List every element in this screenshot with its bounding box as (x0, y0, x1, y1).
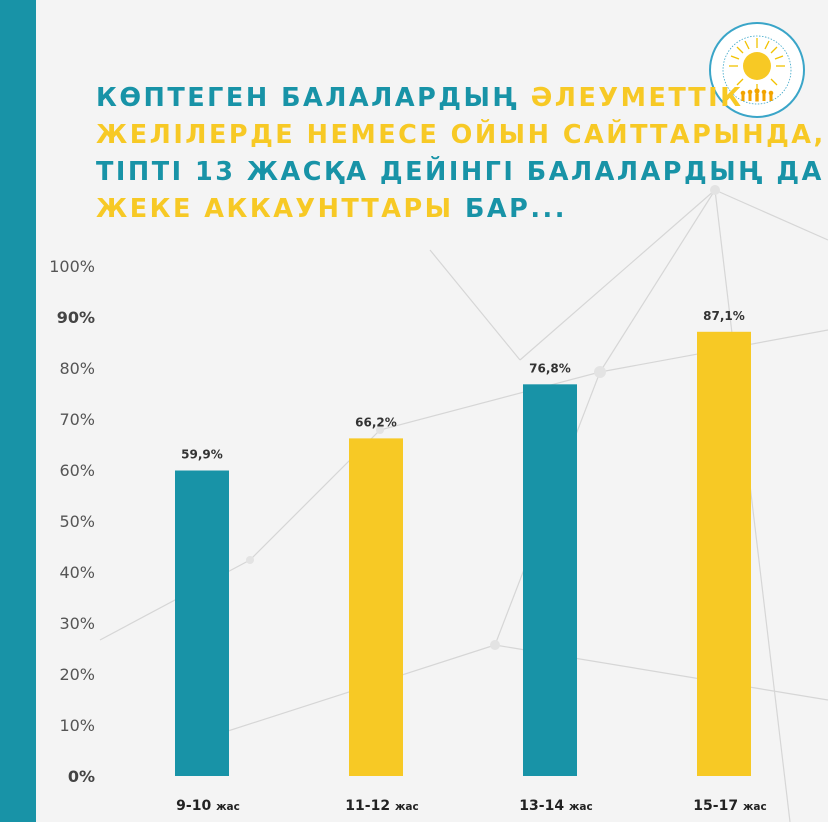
bar-13-14 (523, 384, 577, 776)
headline: КӨПТЕГЕН БАЛАЛАРДЫҢ ӘЛЕУМЕТТІК ЖЕЛІЛЕРДЕ… (96, 80, 826, 228)
x-axis: 9-10 жас 11-12 жас 13-14 жас 15-17 жас (176, 798, 767, 814)
x-tick-label: 15-17 жас (693, 798, 766, 814)
headline-line-1: КӨПТЕГЕН БАЛАЛАРДЫҢ ӘЛЕУМЕТТІК (96, 80, 741, 117)
y-tick-label: 20% (59, 665, 95, 684)
y-tick-label: 50% (59, 512, 95, 531)
y-tick-label: 60% (59, 461, 95, 480)
bar-11-12 (349, 438, 403, 776)
headline-line-4: ЖЕКЕ АККАУНТТАРЫ БАР... (96, 191, 736, 228)
headline-line-3: ТІПТІ 13 ЖАСҚА ДЕЙІНГІ БАЛАЛАРДЫҢ ДА (96, 157, 824, 187)
data-label: 59,9% (181, 448, 223, 462)
headline-highlight-2: ЖЕКЕ АККАУНТТАРЫ (96, 194, 454, 224)
y-tick-label: 100% (49, 257, 95, 276)
x-tick-label: 13-14 жас (519, 798, 592, 814)
headline-line-1-text: КӨПТЕГЕН БАЛАЛАРДЫҢ (96, 83, 531, 113)
headline-highlight-1: ӘЛЕУМЕТТІК (530, 83, 744, 113)
y-tick-label: 80% (59, 359, 95, 378)
headline-line-2: ЖЕЛІЛЕРДЕ НЕМЕСЕ ОЙЫН САЙТТАРЫНДА, (96, 120, 826, 150)
sun-emblem-seal-icon (709, 22, 805, 118)
x-tick-label: 9-10 жас (176, 798, 240, 814)
data-label: 66,2% (355, 415, 397, 429)
y-tick-label: 10% (59, 716, 95, 735)
y-axis: 0% 10% 20% 30% 40% 50% 60% 70% 80% 90% 100% (49, 257, 95, 786)
y-tick-label: 70% (59, 410, 95, 429)
x-tick-label: 11-12 жас (345, 798, 418, 814)
y-tick-label: 0% (68, 767, 95, 786)
data-label: 87,1% (703, 309, 745, 323)
headline-line-4-text: БАР... (453, 194, 567, 224)
left-accent-bar (0, 0, 36, 822)
y-tick-label: 40% (59, 563, 95, 582)
organization-logo (707, 20, 807, 120)
bar-15-17 (697, 331, 751, 776)
y-tick-label: 30% (59, 614, 95, 633)
bars (175, 331, 751, 776)
bar-9-10 (175, 470, 229, 776)
data-label: 76,8% (529, 361, 571, 375)
y-tick-label: 90% (57, 308, 95, 327)
value-labels: 59,9% 66,2% 76,8% 87,1% (181, 309, 745, 462)
